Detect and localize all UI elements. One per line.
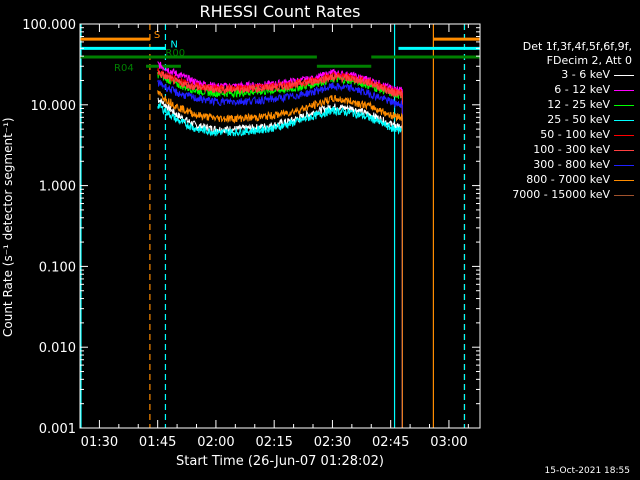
flag-label-R04: R04 <box>114 63 134 74</box>
x-tick-label-5: 02:45 <box>372 435 409 450</box>
x-tick-label-1: 01:45 <box>139 435 176 450</box>
legend-title-line1: Det 1f,3f,4f,5f,6f,9f, <box>522 40 632 53</box>
series-line-2 <box>157 71 403 99</box>
legend-swatch <box>614 120 634 121</box>
legend-label: 25 - 50 keV <box>547 113 610 126</box>
x-tick-label-4: 02:30 <box>314 435 351 450</box>
legend-swatch <box>614 75 634 76</box>
series-line-7 <box>157 90 403 124</box>
x-tick-label-3: 02:15 <box>255 435 292 450</box>
state-flags: SN R04 R00 <box>80 30 480 74</box>
y-tick-label-1: 10.000 <box>31 99 77 114</box>
series-line-5 <box>157 69 403 99</box>
x-tick-label-2: 02:00 <box>197 435 234 450</box>
legend-label: 12 - 25 keV <box>547 98 610 111</box>
axes: 100.000 10.000 1.000 0.100 0.010 0.001 01:30 01… <box>22 18 481 450</box>
legend-label: 100 - 300 keV <box>533 143 610 156</box>
series-line-6 <box>157 79 403 109</box>
x-tick-label-0: 01:30 <box>81 435 118 450</box>
series-group <box>157 61 403 428</box>
legend-item-8: 7000 - 15000 keV <box>484 188 636 202</box>
legend-swatch <box>614 90 634 91</box>
legend-item-5: 100 - 300 keV <box>484 143 636 157</box>
y-tick-label-4: 0.010 <box>39 341 76 356</box>
legend-item-6: 300 - 800 keV <box>484 158 636 172</box>
legend-swatch <box>614 150 634 151</box>
legend-swatch <box>614 195 634 196</box>
y-tick-label-5: 0.001 <box>39 422 76 437</box>
plot-frame <box>79 23 481 429</box>
legend-label: 300 - 800 keV <box>533 158 610 171</box>
legend-swatch <box>614 105 634 106</box>
legend-label: 3 - 6 keV <box>561 68 610 81</box>
y-axis-label: Count Rate (s⁻¹ detector segment⁻¹) <box>1 117 15 337</box>
x-tick-label-6: 03:00 <box>430 435 467 450</box>
legend-label: 7000 - 15000 keV <box>512 188 610 201</box>
legend-item-2: 12 - 25 keV <box>484 98 636 112</box>
flag-label-R00: R00 <box>165 48 185 59</box>
y-tick-label-0: 100.000 <box>22 18 76 33</box>
chart-title: RHESSI Count Rates <box>199 2 361 21</box>
legend-item-7: 800 - 7000 keV <box>484 173 636 187</box>
legend-item-1: 6 - 12 keV <box>484 83 636 97</box>
y-tick-label-3: 0.100 <box>39 260 76 275</box>
y-tick-label-2: 1.000 <box>39 180 76 195</box>
legend-item-0: 3 - 6 keV <box>484 68 636 82</box>
flag-label-S: S <box>154 30 160 41</box>
series-line-3 <box>157 101 403 137</box>
legend-title-line2: FDecim 2, Att 0 <box>546 54 632 67</box>
legend-item-4: 50 - 100 keV <box>484 128 636 142</box>
legend-label: 6 - 12 keV <box>554 83 610 96</box>
flag-label-N: N <box>170 39 177 50</box>
timestamp: 15-Oct-2021 18:55 <box>544 466 630 476</box>
legend-label: 800 - 7000 keV <box>526 173 610 186</box>
x-axis-label: Start Time (26-Jun-07 01:28:02) <box>176 454 384 469</box>
legend-label: 50 - 100 keV <box>540 128 610 141</box>
legend-item-3: 25 - 50 keV <box>484 113 636 127</box>
legend-swatch <box>614 135 634 136</box>
legend-swatch <box>614 165 634 166</box>
legend-swatch <box>614 180 634 181</box>
